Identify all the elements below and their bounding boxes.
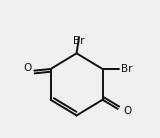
Text: O: O (23, 63, 32, 73)
Text: Br: Br (121, 64, 132, 74)
Text: Br: Br (73, 35, 84, 46)
Text: O: O (124, 106, 132, 116)
